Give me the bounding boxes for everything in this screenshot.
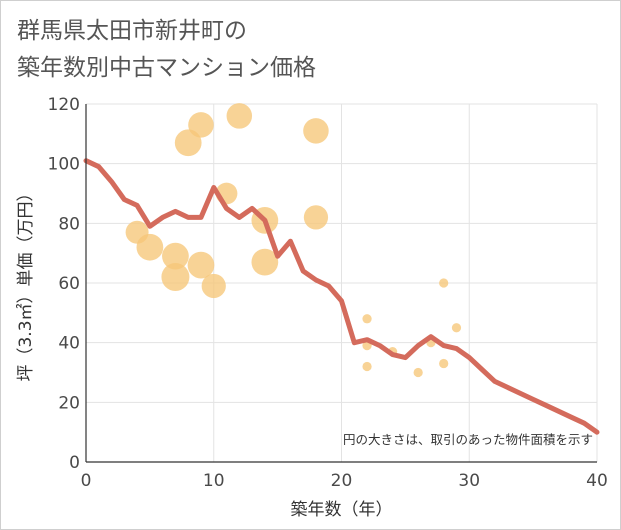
data-bubble [174,129,202,157]
y-tick-label: 20 [58,393,80,413]
y-tick-label: 120 [48,95,80,115]
grid [85,103,598,463]
size-annotation: 円の大きさは、取引のあった物件面積を示す [343,432,593,447]
x-tick-label: 30 [458,471,480,491]
data-bubble [362,314,372,324]
axes [85,104,597,463]
bubble-layer [125,103,462,378]
data-bubble [451,323,462,333]
y-tick-label: 40 [58,334,80,354]
data-bubble [413,367,423,378]
data-bubble [439,278,449,288]
data-bubble [162,242,189,270]
x-tick-label: 0 [81,471,92,491]
x-tick-label: 20 [331,471,353,491]
y-axis-title: 坪（3.3㎡）単価（万円） [16,184,36,381]
data-bubble [187,251,215,279]
y-tick-label: 100 [48,155,80,175]
data-bubble [439,358,449,369]
data-bubble [362,361,372,372]
y-tick-label: 60 [58,274,80,294]
data-bubble [188,112,214,138]
y-tick-label: 80 [58,214,80,234]
data-bubble [161,263,190,292]
average-price-line [83,158,600,435]
tick-labels: 0 20 40 60 80 100 120 0 10 20 30 40 [48,95,608,491]
x-tick-label: 40 [586,471,608,491]
data-bubble [303,118,329,144]
data-bubble [303,205,329,230]
data-bubble [201,273,226,299]
x-axis-title: 築年数（年） [291,500,393,520]
data-bubble [136,233,164,261]
x-tick-label: 10 [203,471,225,491]
data-bubble [226,103,253,129]
trend-line-layer [83,158,600,435]
data-bubble [251,248,279,276]
chart-title: 群馬県太田市新井町の 築年数別中古マンション価格 [17,18,316,81]
y-tick-label: 0 [69,453,80,473]
